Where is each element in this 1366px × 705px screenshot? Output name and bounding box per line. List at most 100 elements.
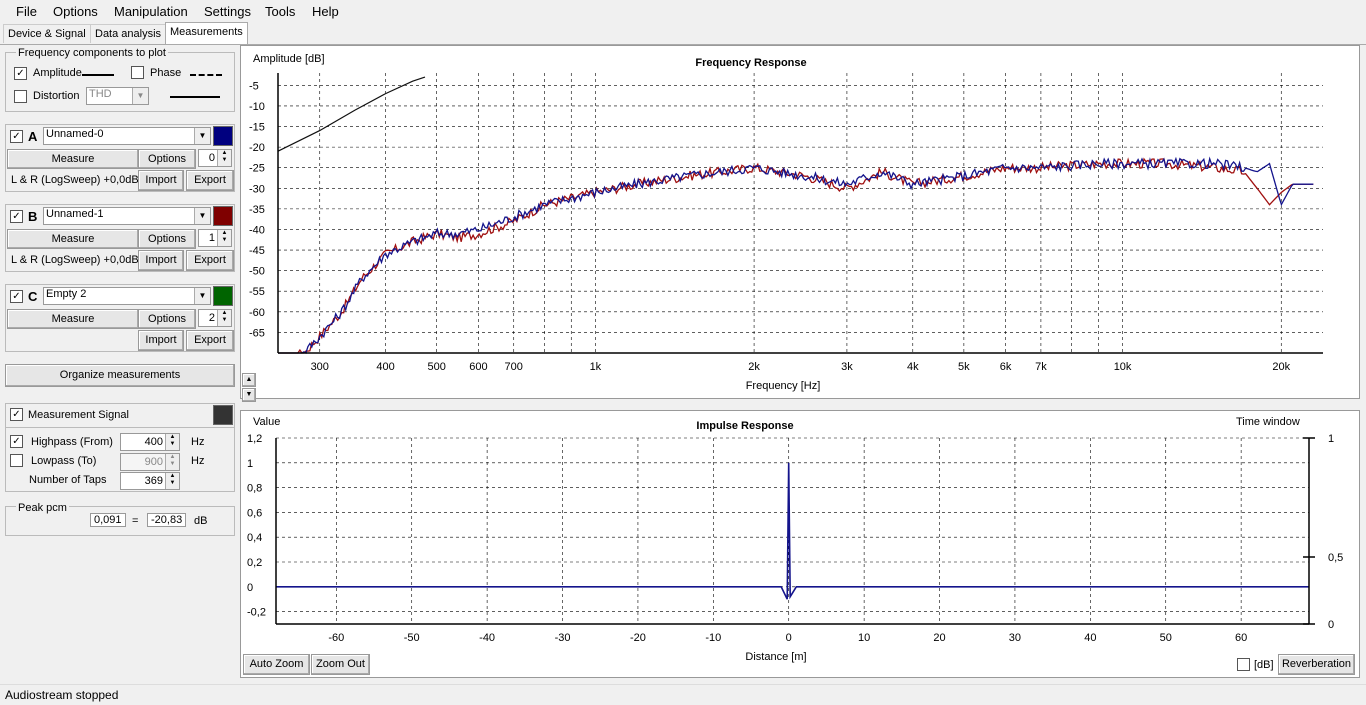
menu-settings[interactable]: Settings (204, 4, 251, 19)
phase-dashed-line-icon (190, 74, 222, 76)
measurement-c-select[interactable]: Empty 2 ▼ (43, 287, 211, 305)
scroll-down-icon[interactable]: ▼ (242, 388, 256, 402)
measurement-signal-checkbox[interactable]: ✓ (10, 408, 23, 421)
freq-y-tick-label: -35 (249, 204, 265, 216)
spinner-arrows-icon[interactable]: ▲ ▼ (165, 454, 179, 470)
measurement-c-export-button[interactable]: Export (186, 330, 234, 351)
distortion-select[interactable]: THD ▼ (86, 87, 149, 105)
measurement-b-checkbox[interactable]: ✓ (10, 210, 23, 223)
imp-x-tick-label: 20 (933, 632, 945, 644)
tab-device-signal[interactable]: Device & Signal (3, 24, 91, 43)
freq-x-tick-label: 600 (469, 361, 487, 373)
freq-y-tick-label: -30 (249, 183, 265, 195)
freq-y-tick-label: -50 (249, 266, 265, 278)
peak-group: Peak pcm 0,091 = -20,83 dB (5, 502, 235, 536)
zoom-out-button[interactable]: Zoom Out (311, 654, 370, 675)
measurement-b-export-button[interactable]: Export (186, 250, 234, 271)
time-window-tick-label: 0,5 (1328, 552, 1343, 564)
menu-tools[interactable]: Tools (265, 4, 296, 19)
imp-x-tick-label: -10 (705, 632, 721, 644)
time-window-tick-label: 0 (1328, 619, 1334, 631)
imp-y-tick-label: 0,8 (247, 483, 262, 495)
taps-label: Number of Taps (29, 474, 107, 486)
measurement-a-export-button[interactable]: Export (186, 170, 234, 191)
frequency-response-chart[interactable]: Amplitude [dB] Frequency Response Freque… (241, 46, 1359, 398)
auto-zoom-button[interactable]: Auto Zoom (243, 654, 310, 675)
highpass-input[interactable]: 400 ▲ ▼ (120, 433, 180, 451)
freq-y-tick-label: -45 (249, 245, 265, 257)
time-window-label: Time window (1236, 416, 1300, 428)
menu-manipulation[interactable]: Manipulation (114, 4, 188, 19)
lowpass-input[interactable]: 900 ▲ ▼ (120, 453, 180, 471)
measurement-b-index[interactable]: 1 ▲ ▼ (198, 229, 232, 247)
freq-x-tick-label: 300 (311, 361, 329, 373)
taps-input[interactable]: 369 ▲ ▼ (120, 472, 180, 490)
freq-x-tick-label: 20k (1272, 361, 1290, 373)
measurement-a-letter: A (28, 129, 38, 144)
measurement-c-index[interactable]: 2 ▲ ▼ (198, 309, 232, 327)
freq-ylabel: Amplitude [dB] (253, 53, 325, 65)
organize-measurements-button[interactable]: Organize measurements (5, 364, 235, 387)
distortion-checkbox[interactable] (14, 90, 27, 103)
impulse-response-panel[interactable]: Value Impulse Response Time window Dista… (240, 410, 1360, 678)
chevron-down-icon: ▼ (132, 88, 148, 104)
menu-help[interactable]: Help (312, 4, 339, 19)
freq-y-tick-label: -15 (249, 122, 265, 134)
imp-x-tick-label: -50 (404, 632, 420, 644)
measurement-c-index-value: 2 (208, 312, 215, 324)
distortion-line-icon (170, 96, 220, 98)
measurement-b-select[interactable]: Unnamed-1 ▼ (43, 207, 211, 225)
measurement-a-checkbox[interactable]: ✓ (10, 130, 23, 143)
spinner-arrows-icon[interactable]: ▲ ▼ (217, 230, 231, 246)
distortion-label: Distortion (33, 90, 80, 102)
measurement-a-import-button[interactable]: Import (138, 170, 184, 191)
freq-y-tick-label: -40 (249, 224, 265, 236)
menu-options[interactable]: Options (53, 4, 98, 19)
amplitude-checkbox[interactable]: ✓ (14, 67, 27, 80)
measurement-b-import-button[interactable]: Import (138, 250, 184, 271)
menu-file[interactable]: File (16, 4, 37, 19)
spinner-arrows-icon[interactable]: ▲ ▼ (217, 150, 231, 166)
imp-y-tick-label: -0,2 (247, 607, 266, 619)
measurement-b-options-button[interactable]: Options (138, 229, 196, 249)
measurement-b-name: Unnamed-1 (46, 208, 104, 220)
freq-x-tick-label: 500 (428, 361, 446, 373)
freq-x-tick-label: 2k (748, 361, 760, 373)
scroll-up-icon[interactable]: ▲ (242, 373, 256, 387)
measurement-b-measure-button[interactable]: Measure (7, 229, 139, 249)
measurement-signal-color[interactable] (213, 405, 233, 425)
db-checkbox[interactable] (1237, 658, 1250, 671)
lowpass-value: 900 (144, 456, 163, 468)
spinner-arrows-icon[interactable]: ▲ ▼ (165, 434, 179, 450)
measurement-a-source: L & R (LogSweep) +0,0dB (11, 174, 139, 186)
impulse-response-chart[interactable]: Value Impulse Response Time window Dista… (241, 411, 1359, 677)
highpass-checkbox[interactable]: ✓ (10, 435, 23, 448)
time-window-tick-label: 1 (1328, 433, 1334, 445)
spinner-arrows-icon[interactable]: ▲ ▼ (165, 473, 179, 489)
freq-x-tick-label: 6k (1000, 361, 1012, 373)
chevron-down-icon: ▼ (194, 128, 210, 144)
measurement-c-checkbox[interactable]: ✓ (10, 290, 23, 303)
imp-title: Impulse Response (696, 420, 793, 432)
measurement-a-color[interactable] (213, 126, 233, 146)
chevron-down-icon: ▼ (194, 288, 210, 304)
phase-checkbox[interactable] (131, 66, 144, 79)
spinner-arrows-icon[interactable]: ▲ ▼ (217, 310, 231, 326)
tab-data-analysis[interactable]: Data analysis (90, 24, 167, 43)
freq-x-tick-label: 400 (376, 361, 394, 373)
measurement-a-index[interactable]: 0 ▲ ▼ (198, 149, 232, 167)
measurement-a-measure-button[interactable]: Measure (7, 149, 139, 169)
measurement-a-options-button[interactable]: Options (138, 149, 196, 169)
lowpass-checkbox[interactable] (10, 454, 23, 467)
measurement-c-import-button[interactable]: Import (138, 330, 184, 351)
measurement-c-measure-button[interactable]: Measure (7, 309, 139, 329)
measurement-b-color[interactable] (213, 206, 233, 226)
measurement-a-select[interactable]: Unnamed-0 ▼ (43, 127, 211, 145)
freq-x-tick-label: 3k (841, 361, 853, 373)
measurement-c-options-button[interactable]: Options (138, 309, 196, 329)
measurement-c-color[interactable] (213, 286, 233, 306)
measurement-a-name: Unnamed-0 (46, 128, 104, 140)
frequency-response-panel[interactable]: Amplitude [dB] Frequency Response Freque… (240, 45, 1360, 399)
tab-measurements[interactable]: Measurements (165, 22, 248, 44)
reverberation-button[interactable]: Reverberation (1278, 654, 1355, 675)
